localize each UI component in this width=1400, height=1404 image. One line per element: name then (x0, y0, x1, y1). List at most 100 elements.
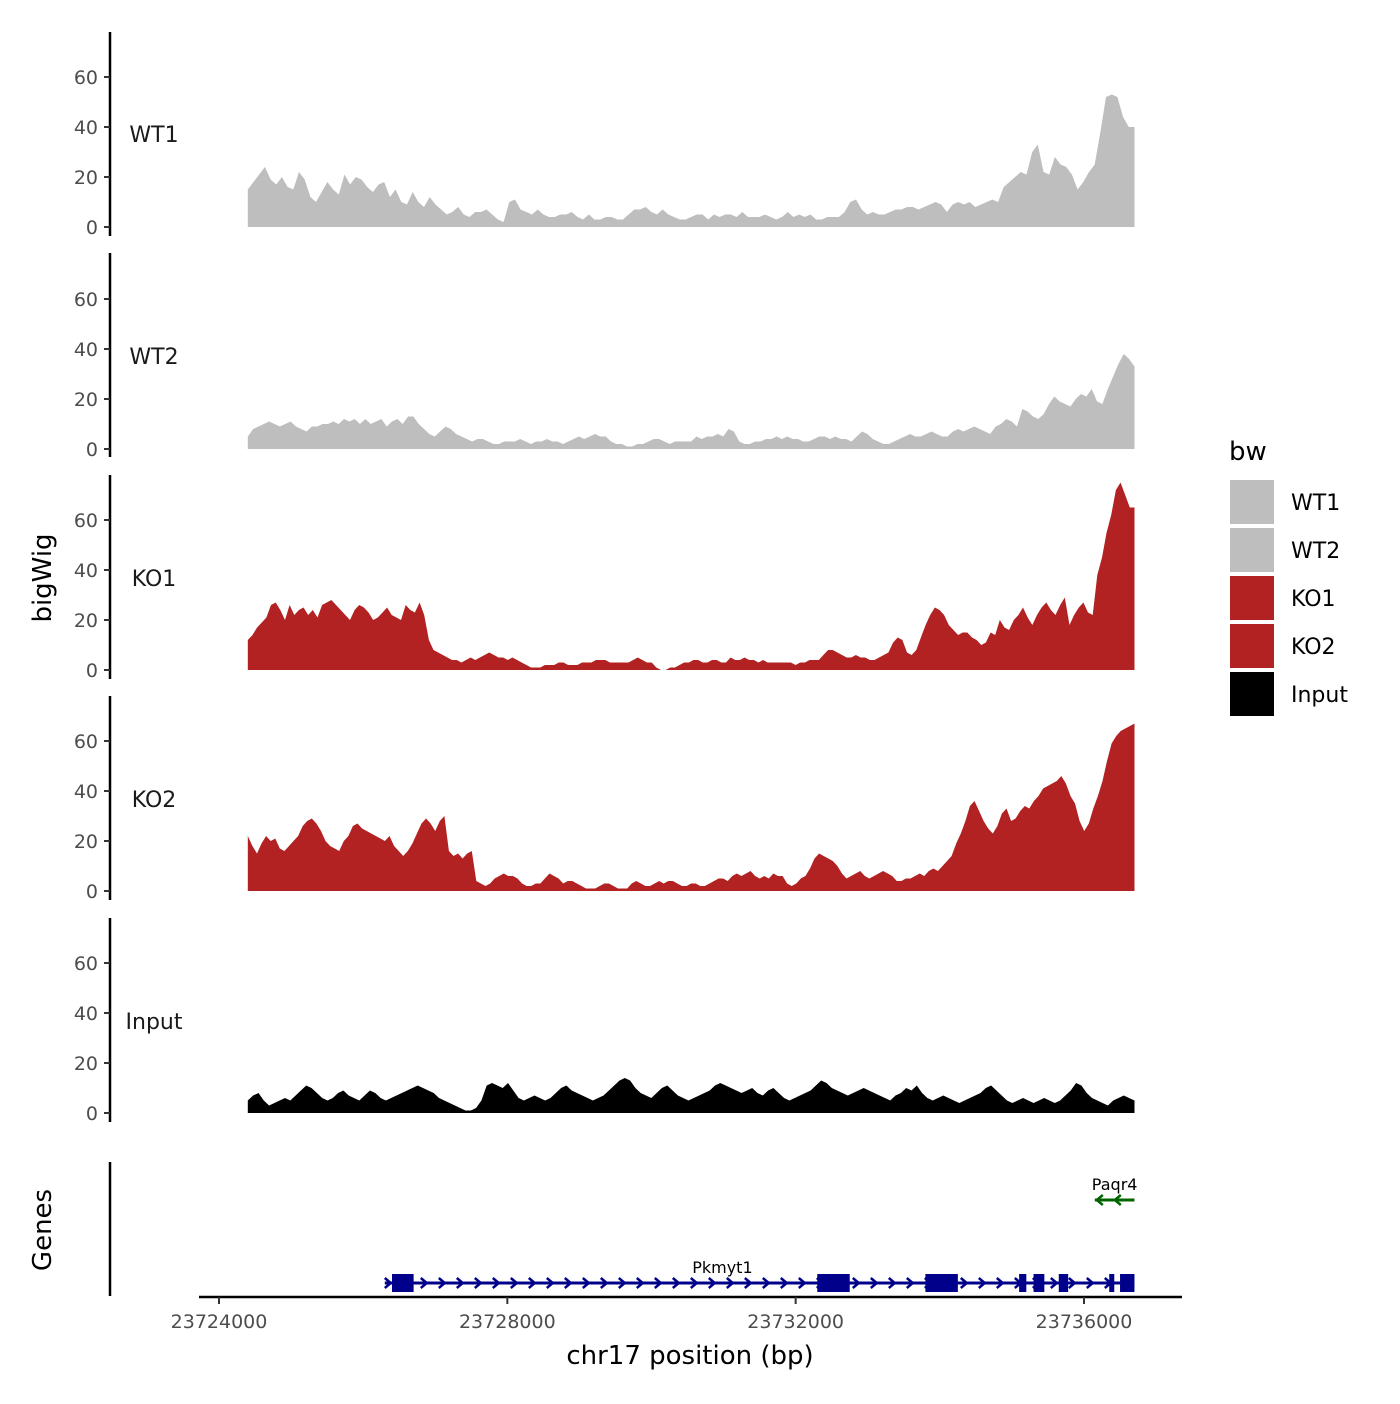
genes-panel-title: Genes (28, 1189, 58, 1271)
track-label-ko1: KO1 (132, 567, 177, 592)
y-tick-label: 0 (86, 881, 98, 903)
strand-arrow (617, 1277, 627, 1289)
gene-exon (1120, 1274, 1135, 1292)
strand-arrow (545, 1277, 555, 1289)
track-panel-wt1: 0 20 40 60 WT1 (74, 32, 1135, 239)
y-tick-label: 40 (74, 781, 98, 803)
gene-label-paqr4: Paqr4 (1092, 1175, 1138, 1194)
strand-arrow (1112, 1194, 1122, 1206)
track-panel-wt2: 0 20 40 60 WT2 (74, 253, 1135, 461)
y-tick-label: 60 (74, 731, 98, 753)
strand-arrow (419, 1277, 429, 1289)
gene-exon (1019, 1274, 1027, 1292)
y-axis-title: bigWig (28, 533, 58, 622)
strand-arrow (1049, 1277, 1059, 1289)
strand-arrow (491, 1277, 501, 1289)
strand-arrow (455, 1277, 465, 1289)
x-axis: 23724000 23728000 23732000 23736000 (171, 1295, 1182, 1333)
x-tick-label: 23724000 (171, 1311, 268, 1333)
strand-arrow (797, 1277, 807, 1289)
x-tick-label: 23736000 (1036, 1311, 1133, 1333)
gene-exon (817, 1274, 850, 1292)
y-tick-label: 20 (74, 167, 98, 189)
strand-arrow (779, 1277, 789, 1289)
genes-panel: Paqr4 Pkmyt1 (108, 1162, 1138, 1296)
legend-title: bw (1229, 437, 1267, 467)
gene-exon (925, 1274, 958, 1292)
strand-arrow (851, 1277, 861, 1289)
strand-arrow (743, 1277, 753, 1289)
y-tick-label: 40 (74, 560, 98, 582)
strand-arrow (959, 1277, 969, 1289)
area-series-input (247, 1078, 1135, 1113)
strand-arrow (761, 1277, 771, 1289)
x-tick-label: 23732000 (747, 1311, 844, 1333)
strand-arrow (1085, 1277, 1095, 1289)
legend-label-input: Input (1291, 683, 1348, 708)
gene-exon (392, 1274, 414, 1292)
y-tick-label: 0 (86, 1103, 98, 1125)
y-tick-label: 60 (74, 67, 98, 89)
strand-arrow (473, 1277, 483, 1289)
y-tick-label: 60 (74, 953, 98, 975)
strand-arrow (563, 1277, 573, 1289)
strand-arrow (581, 1277, 591, 1289)
gene-label-pkmyt1: Pkmyt1 (692, 1258, 752, 1277)
legend-label-wt2: WT2 (1291, 539, 1340, 564)
y-tick-label: 20 (74, 1053, 98, 1075)
legend: WT1 WT2 KO1 KO2 Input (1230, 480, 1348, 716)
y-tick-label: 0 (86, 439, 98, 461)
area-series-wt1 (247, 94, 1135, 227)
legend-swatch-input (1230, 672, 1274, 716)
strand-arrow (1067, 1277, 1077, 1289)
strand-arrow (689, 1277, 699, 1289)
strand-arrow (635, 1277, 645, 1289)
area-series-ko2 (247, 723, 1135, 891)
y-tick-label: 20 (74, 389, 98, 411)
x-axis-title: chr17 position (bp) (566, 1341, 813, 1371)
strand-arrow (995, 1277, 1005, 1289)
legend-label-wt1: WT1 (1291, 491, 1340, 516)
strand-arrow (671, 1277, 681, 1289)
x-tick-label: 23728000 (459, 1311, 556, 1333)
gene-exon (1058, 1274, 1069, 1292)
area-series-ko1 (247, 482, 1135, 670)
y-tick-label: 20 (74, 610, 98, 632)
y-tick-label: 40 (74, 339, 98, 361)
strand-arrow (383, 1277, 393, 1289)
strand-arrow (599, 1277, 609, 1289)
strand-arrow (725, 1277, 735, 1289)
gene-paqr4: Paqr4 (1092, 1175, 1138, 1206)
strand-arrow (905, 1277, 915, 1289)
track-panel-ko2: 0 20 40 60 KO2 (74, 696, 1135, 903)
gene-pkmyt1: Pkmyt1 (383, 1258, 1135, 1292)
strand-arrow (869, 1277, 879, 1289)
strand-arrow (437, 1277, 447, 1289)
strand-arrow (707, 1277, 717, 1289)
legend-swatch-ko1 (1230, 576, 1274, 620)
y-tick-label: 40 (74, 1003, 98, 1025)
legend-swatch-ko2 (1230, 624, 1274, 668)
strand-arrow (509, 1277, 519, 1289)
legend-swatch-wt1 (1230, 480, 1274, 524)
track-label-wt1: WT1 (129, 123, 178, 148)
track-label-ko2: KO2 (132, 788, 177, 813)
y-tick-label: 60 (74, 289, 98, 311)
gene-exon (1109, 1274, 1115, 1292)
y-tick-label: 40 (74, 117, 98, 139)
legend-swatch-wt2 (1230, 528, 1274, 572)
y-tick-label: 0 (86, 660, 98, 682)
track-panel-ko1: 0 20 40 60 KO1 (74, 475, 1135, 682)
legend-label-ko2: KO2 (1291, 635, 1336, 660)
area-series-wt2 (247, 354, 1135, 449)
gene-exon (1033, 1274, 1045, 1292)
strand-arrow (653, 1277, 663, 1289)
y-tick-label: 0 (86, 217, 98, 239)
strand-arrow (1094, 1194, 1104, 1206)
y-tick-label: 20 (74, 831, 98, 853)
strand-arrow (887, 1277, 897, 1289)
track-label-wt2: WT2 (129, 345, 178, 370)
strand-arrow (977, 1277, 987, 1289)
